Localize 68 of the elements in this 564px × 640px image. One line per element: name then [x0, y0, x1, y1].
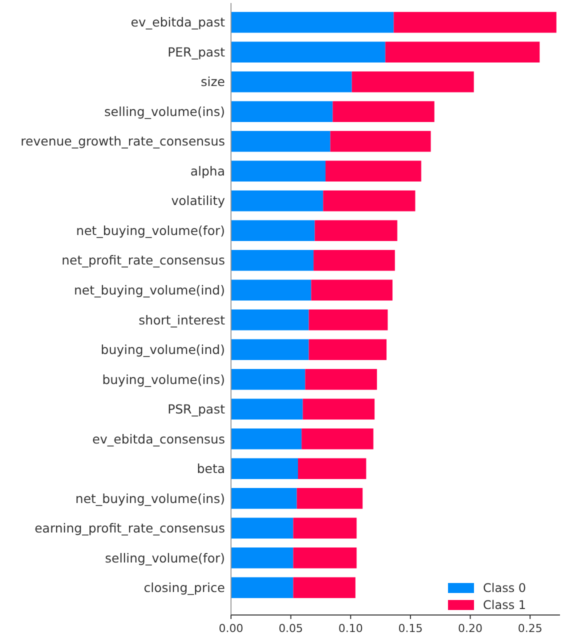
x-tick-label: 0.05	[278, 622, 304, 635]
y-tick-label: earning_profit_rate_consensus	[34, 520, 225, 536]
bar	[231, 12, 394, 33]
y-tick-label: ev_ebitda_consensus	[92, 431, 225, 446]
bar	[231, 309, 309, 330]
bar	[231, 488, 297, 509]
bar	[231, 250, 314, 271]
y-tick-label: net_buying_volume(ind)	[74, 282, 225, 298]
bar	[231, 160, 326, 182]
y-tick-label: beta	[196, 461, 225, 476]
y-tick-label: short_interest	[138, 312, 226, 328]
x-tick-label: 0.25	[518, 622, 542, 635]
bar	[231, 280, 312, 301]
bar	[298, 458, 366, 480]
bar	[394, 12, 556, 33]
bar	[308, 339, 387, 360]
bar	[231, 71, 352, 92]
y-tick-label: size	[200, 74, 226, 90]
bar	[231, 190, 324, 212]
bar	[308, 309, 388, 330]
bar	[231, 220, 315, 242]
bar	[314, 250, 395, 271]
y-tick-label: net_profit_rate_consensus	[62, 252, 225, 268]
y-tick-label: net_buying_volume(ins)	[75, 490, 225, 506]
bar	[231, 577, 294, 598]
y-tick-label: closing_price	[144, 580, 226, 596]
bar	[332, 101, 434, 122]
y-tick-label: volatility	[171, 193, 226, 208]
bar	[314, 220, 398, 242]
x-tick-label: 0.15	[398, 622, 423, 635]
bar	[231, 398, 303, 420]
bar	[231, 101, 333, 122]
bar	[231, 547, 294, 568]
y-tick-label: buying_volume(ind)	[100, 342, 225, 358]
bar	[231, 518, 294, 539]
x-tick-label: 0.20	[458, 622, 483, 635]
bar	[326, 160, 422, 182]
bar	[311, 280, 393, 301]
y-tick-label: PER_past	[168, 44, 226, 60]
bar	[296, 488, 363, 509]
bar	[330, 130, 431, 152]
x-tick-label: 0.10	[338, 622, 363, 635]
bar	[302, 398, 375, 420]
bar	[231, 339, 309, 360]
bar	[293, 518, 357, 539]
y-tick-label: selling_volume(for)	[105, 550, 225, 566]
x-tick-label: 0.00	[218, 622, 244, 635]
bar	[305, 368, 377, 390]
bar	[293, 577, 356, 598]
y-tick-label: net_buying_volume(for)	[76, 222, 225, 238]
y-tick-label: revenue_growth_rate_consensus	[20, 134, 225, 149]
y-tick-label: alpha	[190, 163, 225, 178]
bar	[231, 428, 302, 450]
bar	[231, 368, 306, 390]
bar	[323, 190, 416, 212]
bar	[302, 428, 374, 450]
bar	[231, 458, 298, 480]
y-tick-label: selling_volume(ins)	[104, 104, 225, 119]
bar	[385, 42, 540, 63]
legend-label: Class 0	[483, 581, 526, 596]
bar	[231, 130, 330, 152]
bar	[293, 547, 357, 568]
bar	[352, 71, 474, 92]
y-tick-label: buying_volume(ins)	[102, 372, 225, 387]
bar	[231, 42, 386, 63]
legend-label: Class 1	[483, 598, 526, 612]
y-tick-label: ev_ebitda_past	[130, 14, 226, 30]
y-tick-label: PSR_past	[168, 402, 226, 417]
